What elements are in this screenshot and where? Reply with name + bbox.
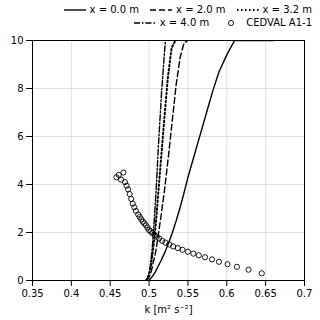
svg-text:0.7: 0.7 (297, 288, 313, 299)
html-text:x = 2.0 m: x = 2.0 m (176, 4, 226, 15)
svg-text:0.5: 0.5 (141, 288, 157, 299)
html-text:x = 3.2 m: x = 3.2 m (262, 4, 312, 15)
svg-text:6: 6 (17, 131, 23, 142)
svg-text:0.35: 0.35 (21, 288, 43, 299)
svg-text:0.4: 0.4 (63, 288, 79, 299)
svg-text:0: 0 (17, 275, 23, 286)
svg-text:8: 8 (17, 83, 23, 94)
svg-text:0.45: 0.45 (99, 288, 121, 299)
html-text:CEDVAL A1-1: CEDVAL A1-1 (246, 17, 312, 28)
svg-text:k [m² s⁻²]: k [m² s⁻²] (144, 304, 192, 315)
svg-text:10: 10 (11, 35, 24, 46)
svg-text:2: 2 (17, 227, 23, 238)
html-text:x = 4.0 m: x = 4.0 m (159, 17, 210, 28)
svg-text:0.65: 0.65 (255, 288, 277, 299)
svg-text:0.55: 0.55 (177, 288, 199, 299)
svg-text:4: 4 (17, 179, 23, 190)
svg-text:0.6: 0.6 (219, 288, 235, 299)
html-text:x = 0.0 m: x = 0.0 m (89, 4, 139, 15)
